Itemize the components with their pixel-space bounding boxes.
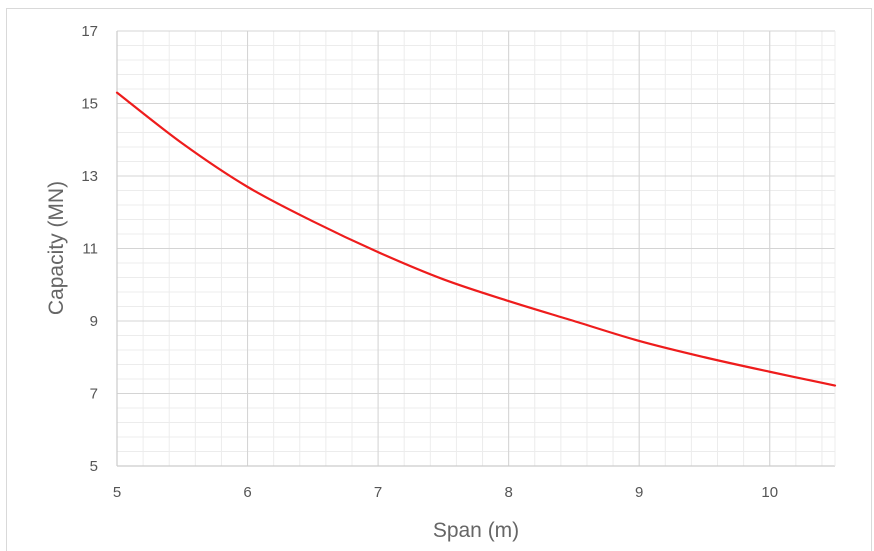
y-axis-title: Capacity (MN) bbox=[45, 181, 68, 315]
y-tick-label: 17 bbox=[81, 23, 98, 40]
y-tick-label: 9 bbox=[90, 313, 98, 330]
series-layer bbox=[115, 91, 837, 387]
chart-frame bbox=[6, 8, 872, 551]
y-tick-label: 13 bbox=[81, 168, 98, 185]
x-tick-label: 9 bbox=[635, 484, 643, 501]
major-grid bbox=[116, 30, 835, 467]
x-tick-labels: 5 6 7 8 9 10 bbox=[113, 484, 778, 501]
x-tick-label: 5 bbox=[113, 484, 121, 501]
x-tick-label: 10 bbox=[761, 484, 778, 501]
x-tick-label: 6 bbox=[243, 484, 251, 501]
x-tick-label: 7 bbox=[374, 484, 382, 501]
series-line-0 bbox=[115, 91, 837, 387]
x-axis-title: Span (m) bbox=[433, 519, 519, 542]
y-tick-label: 7 bbox=[90, 386, 98, 403]
y-tick-labels: 5 7 9 11 13 15 17 bbox=[81, 23, 98, 475]
axes bbox=[116, 31, 836, 467]
y-tick-label: 11 bbox=[82, 241, 98, 258]
y-tick-label: 5 bbox=[90, 458, 98, 475]
x-tick-label: 8 bbox=[504, 484, 512, 501]
y-tick-label: 15 bbox=[81, 96, 98, 113]
